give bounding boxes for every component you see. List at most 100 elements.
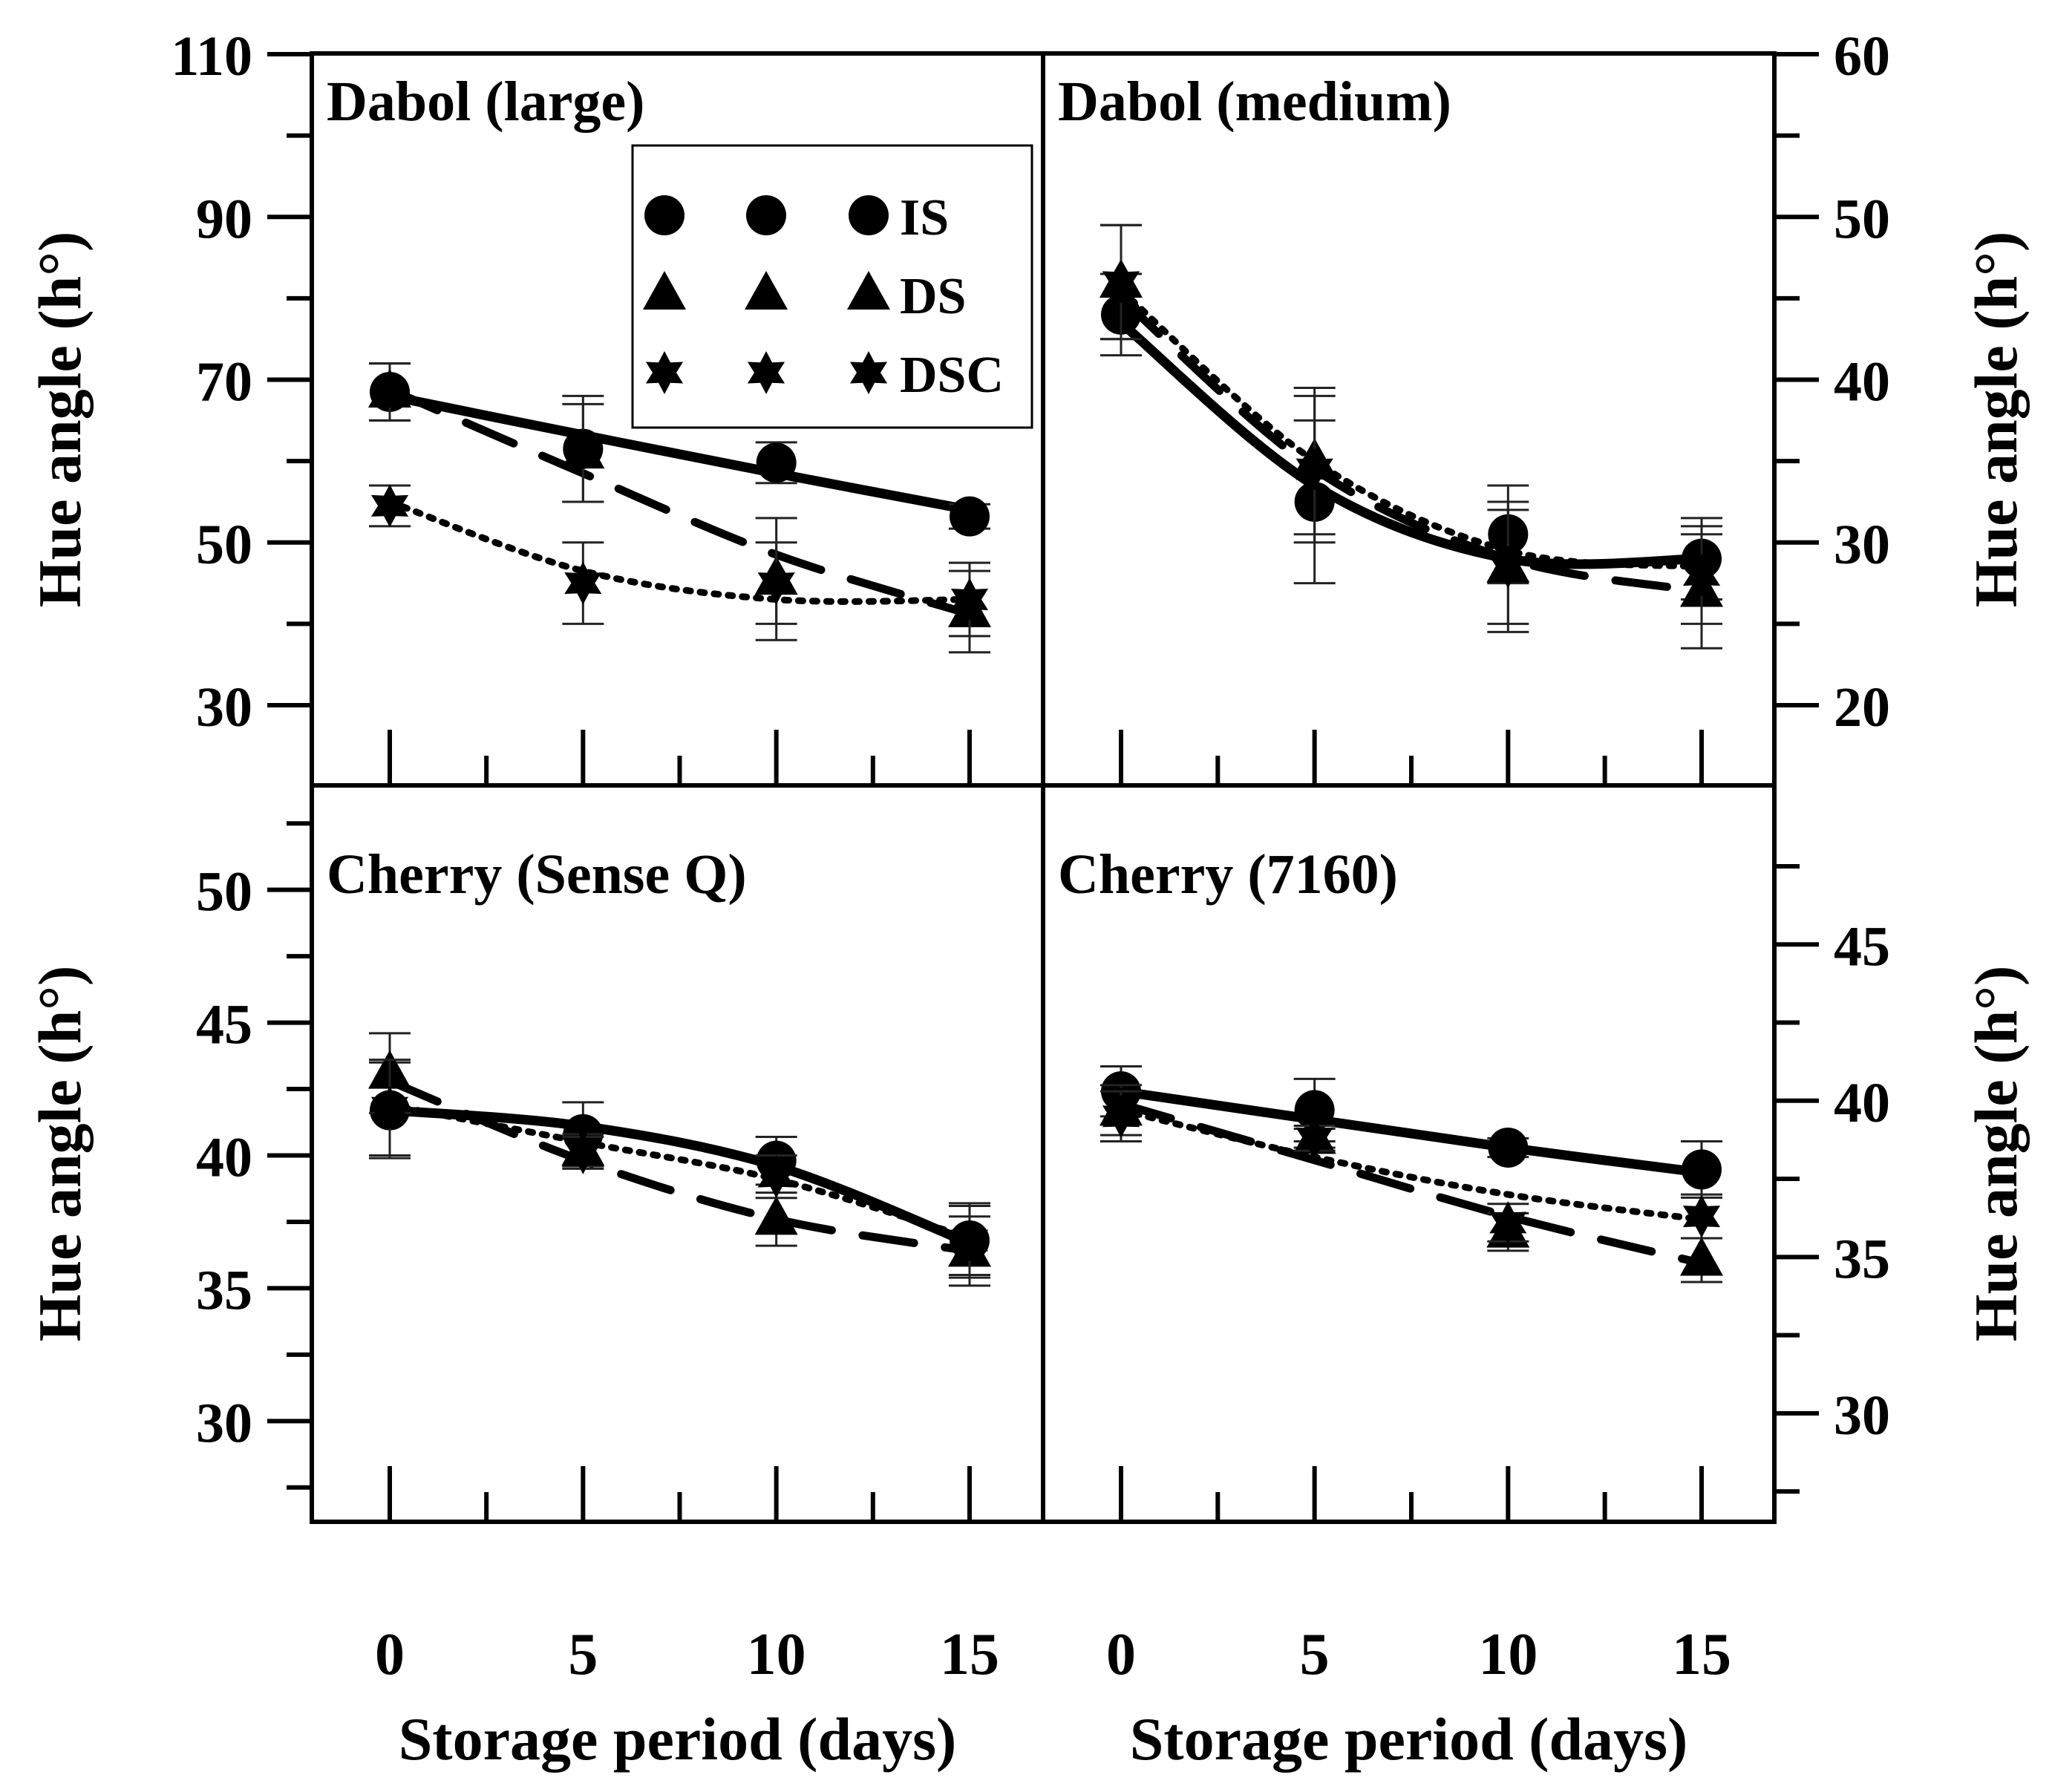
panel-title: Dabol (medium) bbox=[1058, 71, 1451, 133]
point-dsc bbox=[950, 1219, 989, 1262]
legend-label-ds: DS bbox=[900, 268, 966, 325]
fit-line-is bbox=[385, 390, 975, 515]
legend: IS DS DSC bbox=[631, 144, 1033, 429]
series-dsc bbox=[369, 484, 990, 638]
y-tick-label: 45 bbox=[1834, 915, 1890, 978]
panel-4: 30 35 40 45 Hue angle (h°) 0 5 10 15 Storage peri… bbox=[1058, 843, 2030, 1773]
y-tick-label: 30 bbox=[196, 676, 252, 739]
fit-line-is bbox=[1116, 1086, 1707, 1178]
panel-title: Cherry (Sense Q) bbox=[327, 843, 747, 906]
y-tick-label: 35 bbox=[196, 1259, 252, 1321]
point-dsc bbox=[370, 484, 409, 528]
point-is bbox=[1294, 1090, 1335, 1131]
point-is bbox=[756, 442, 797, 483]
point-dsc bbox=[564, 561, 602, 605]
point-dsc bbox=[757, 561, 795, 605]
panel-frames bbox=[310, 51, 1777, 1524]
legend-marker-is bbox=[746, 195, 786, 235]
y-tick-label: 40 bbox=[196, 1127, 252, 1189]
legend-label-dsc: DSC bbox=[900, 347, 1004, 404]
panel-3: 30 35 40 45 50 Hue angle (h°) 0 5 10 15 Storage pe… bbox=[26, 821, 999, 1773]
point-is bbox=[1682, 1149, 1722, 1190]
y-tick-label: 30 bbox=[1834, 514, 1890, 576]
y-axis-title: Hue angle (h°) bbox=[1962, 232, 2030, 608]
x-tick-label: 15 bbox=[1672, 1622, 1731, 1687]
legend-marker-is bbox=[849, 195, 889, 235]
y-tick-label: 110 bbox=[171, 25, 252, 88]
y-tick-label: 50 bbox=[196, 514, 252, 576]
legend-marker-dsc bbox=[645, 351, 684, 394]
point-is bbox=[1488, 1127, 1529, 1168]
legend-marker-dsc bbox=[747, 351, 785, 394]
panel-2: 20 30 40 50 60 Hue angle (h°) Dabol (medium) bbox=[1058, 25, 2030, 785]
x-axis-title: Storage period (days) bbox=[1130, 1705, 1688, 1773]
point-dsc bbox=[1102, 1094, 1140, 1138]
point-dsc bbox=[1295, 448, 1333, 491]
panel-1: 30 50 70 90 110 Hue angle (h°) Dabol (large) bbox=[26, 25, 991, 785]
legend-marker-ds bbox=[643, 271, 686, 310]
fit-line-dsc bbox=[1117, 1106, 1705, 1223]
point-dsc bbox=[1295, 1116, 1333, 1160]
legend-marker-is bbox=[644, 195, 684, 235]
fit-line-dsc bbox=[386, 1102, 973, 1241]
fit-line-is bbox=[1116, 318, 1707, 569]
y-tick-label: 45 bbox=[196, 994, 252, 1056]
fit-line-ds bbox=[385, 1076, 974, 1255]
point-dsc bbox=[1489, 1201, 1527, 1244]
panel-title: Dabol (large) bbox=[327, 71, 644, 133]
x-tick-label: 0 bbox=[375, 1622, 405, 1687]
point-dsc bbox=[370, 1086, 409, 1130]
y-tick-label: 40 bbox=[1834, 351, 1890, 413]
legend-label-is: IS bbox=[900, 189, 949, 246]
series-ds bbox=[1099, 223, 1723, 650]
fit-line-ds bbox=[1117, 1099, 1706, 1268]
y-tick-label: 70 bbox=[196, 351, 252, 413]
point-ds bbox=[1680, 1237, 1723, 1276]
point-dsc bbox=[1682, 1194, 1721, 1238]
y-tick-label: 90 bbox=[196, 188, 252, 250]
y-tick-label: 20 bbox=[1834, 676, 1890, 739]
panel-title: Cherry (7160) bbox=[1058, 843, 1398, 906]
series-dsc bbox=[369, 1059, 990, 1277]
y-axis-title: Hue angle (h°) bbox=[1962, 966, 2030, 1342]
y-tick-label: 60 bbox=[1834, 25, 1890, 88]
x-tick-label: 15 bbox=[940, 1622, 999, 1687]
y-axis-title: Hue angle (h°) bbox=[26, 966, 94, 1342]
series-is bbox=[369, 1061, 990, 1279]
y-tick-label: 30 bbox=[1834, 1384, 1890, 1447]
point-dsc bbox=[950, 578, 989, 621]
y-tick-label: 35 bbox=[1834, 1228, 1890, 1290]
point-dsc bbox=[564, 1131, 602, 1174]
point-dsc bbox=[757, 1155, 795, 1199]
series-ds bbox=[1099, 1084, 1723, 1283]
point-dsc bbox=[1489, 545, 1527, 589]
x-tick-label: 10 bbox=[1478, 1622, 1538, 1687]
legend-marker-dsc bbox=[849, 351, 888, 394]
series-dsc bbox=[1100, 1090, 1722, 1244]
fit-line-ds bbox=[1117, 294, 1706, 595]
point-is bbox=[950, 496, 990, 537]
point-dsc bbox=[1682, 553, 1721, 597]
series-is bbox=[1100, 272, 1722, 601]
legend-marker-ds bbox=[745, 271, 788, 310]
legend-marker-ds bbox=[847, 271, 890, 310]
y-axis-title: Hue angle (h°) bbox=[26, 232, 94, 608]
point-ds bbox=[561, 430, 605, 469]
y-tick-label: 40 bbox=[1834, 1072, 1890, 1134]
series-dsc bbox=[1100, 223, 1722, 625]
fit-line-dsc bbox=[1117, 287, 1705, 571]
y-tick-label: 30 bbox=[196, 1392, 252, 1454]
y-tick-label: 50 bbox=[196, 861, 252, 923]
legend-box bbox=[631, 144, 1033, 429]
x-tick-label: 10 bbox=[747, 1622, 806, 1687]
fit-line-is bbox=[385, 1105, 975, 1249]
point-ds bbox=[368, 368, 411, 408]
point-dsc bbox=[1102, 260, 1140, 304]
y-tick-label: 50 bbox=[1834, 188, 1890, 250]
fit-line-ds bbox=[385, 385, 974, 618]
point-ds bbox=[754, 1196, 798, 1235]
x-tick-label: 5 bbox=[1300, 1622, 1330, 1687]
x-axis-title: Storage period (days) bbox=[399, 1705, 957, 1773]
